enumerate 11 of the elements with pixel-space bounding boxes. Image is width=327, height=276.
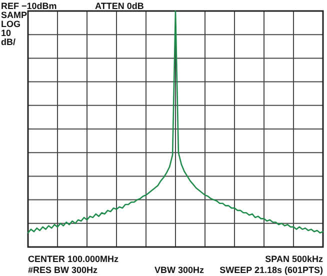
text: CENTER 100.000MHz [28,254,120,264]
text: #RES BW 300Hz [28,265,98,275]
text: SPAN 500kHz [265,254,324,264]
text: VBW 300Hz [154,265,204,275]
text: SAMP [1,10,28,20]
annotation: ATTEN 0dB [95,1,144,11]
text: 10 [1,28,12,38]
text: SWEEP 21.18s (601PTS) [220,265,323,275]
text: LOG [1,19,20,29]
annotation: REF −10dBm [1,1,57,11]
text: dB/ [1,37,16,47]
